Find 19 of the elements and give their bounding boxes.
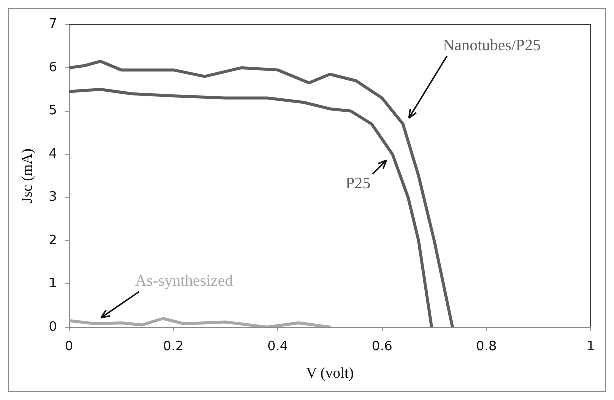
y-tick-label: 4 — [48, 146, 58, 162]
y-axis-title: Jsc (mA) — [20, 148, 36, 204]
x-tick-label: 0.2 — [163, 340, 184, 355]
x-tick-label: 1 — [586, 340, 596, 355]
y-tick-label: 3 — [48, 190, 58, 206]
y-tick-label: 2 — [48, 233, 58, 248]
text: As-synthesized — [135, 273, 234, 290]
x-tick-label: 0.4 — [268, 340, 288, 355]
y-tick-label: 6 — [48, 60, 58, 76]
text: Nanotubes/P25 — [443, 37, 541, 54]
y-tick-label: 0 — [48, 320, 58, 335]
x-tick-label: 0.6 — [372, 340, 393, 355]
x-tick-label: 0 — [65, 340, 74, 355]
y-tick-label: 7 — [48, 17, 58, 32]
series-label: P25 — [346, 176, 371, 193]
y-tick-label: 1 — [48, 276, 58, 292]
x-tick-label: 0.8 — [476, 340, 497, 355]
y-tick-label: 5 — [48, 104, 58, 119]
x-axis-title: V (volt) — [306, 366, 354, 382]
